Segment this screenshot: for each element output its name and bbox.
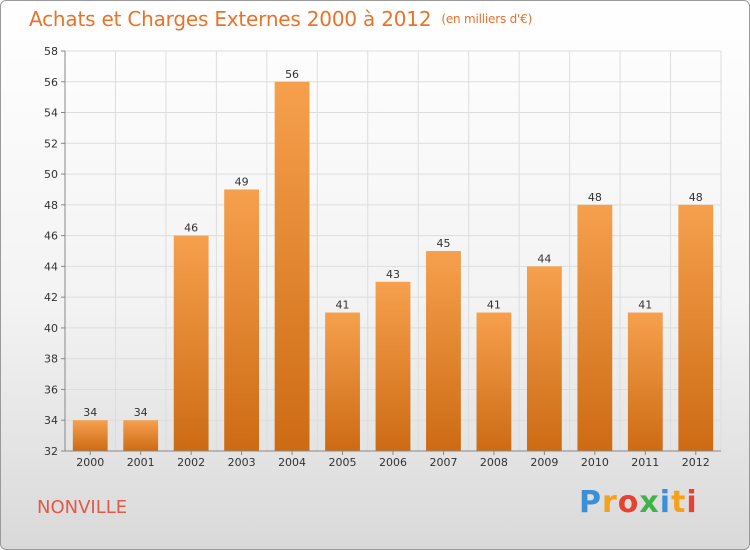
- logo-letter: o: [617, 485, 640, 520]
- x-tick-label: 2001: [127, 456, 155, 469]
- x-tick-label: 2007: [429, 456, 457, 469]
- proxiti-logo[interactable]: Proxiti: [579, 485, 698, 520]
- y-tick-label: 32: [44, 445, 58, 458]
- data-label: 49: [235, 175, 249, 188]
- data-label: 34: [83, 406, 97, 419]
- data-label: 34: [134, 406, 148, 419]
- y-tick-label: 40: [44, 322, 58, 335]
- logo-letter: i: [659, 485, 672, 520]
- y-tick-label: 36: [44, 383, 58, 396]
- bar: [426, 251, 461, 451]
- data-label: 41: [487, 299, 501, 312]
- bar: [375, 281, 411, 451]
- logo-letter: x: [639, 485, 660, 520]
- x-tick-label: 2012: [682, 456, 710, 469]
- data-label: 43: [386, 268, 400, 281]
- bar: [678, 204, 714, 451]
- bar: [476, 312, 512, 451]
- y-tick-label: 44: [44, 260, 58, 273]
- x-tick-label: 2006: [379, 456, 407, 469]
- data-label: 44: [537, 252, 551, 265]
- data-label: 48: [588, 191, 602, 204]
- bar: [123, 420, 159, 451]
- logo-letter: t: [671, 485, 687, 520]
- y-tick-label: 52: [44, 137, 58, 150]
- chart-title: Achats et Charges Externes 2000 à 2012 (e…: [29, 7, 532, 31]
- logo-letter: i: [686, 485, 698, 520]
- x-tick-label: 2008: [480, 456, 508, 469]
- x-tick-label: 2010: [581, 456, 609, 469]
- data-label: 41: [638, 299, 652, 312]
- bars: 34 34 46 49 56 41 43 45 41 44 48 41 48: [72, 68, 714, 452]
- data-label: 56: [285, 68, 299, 81]
- y-tick-label: 46: [44, 230, 58, 243]
- x-tick-label: 2004: [278, 456, 306, 469]
- x-tick-label: 2009: [530, 456, 558, 469]
- y-tick-label: 54: [44, 107, 58, 120]
- data-label: 45: [436, 237, 450, 250]
- bar: [173, 235, 209, 451]
- data-label: 48: [689, 191, 703, 204]
- bar: [577, 204, 613, 451]
- y-tick-label: 38: [44, 353, 58, 366]
- data-label: 41: [336, 299, 350, 312]
- y-tick-label: 58: [44, 45, 58, 58]
- y-tick-label: 56: [44, 76, 58, 89]
- chart-title-text: Achats et Charges Externes 2000 à 2012: [29, 7, 432, 31]
- axes: 32 34 36 38 40 42 44 46 48 50 52 54 56 58 2000 2001 2002…: [44, 45, 721, 469]
- x-tick-label: 2000: [76, 456, 104, 469]
- chart-subtitle: (en milliers d'€): [441, 12, 533, 26]
- x-tick-label: 2002: [177, 456, 205, 469]
- bar: [224, 189, 260, 451]
- bar: [627, 312, 663, 451]
- bar: [72, 420, 108, 451]
- y-tick-label: 48: [44, 199, 58, 212]
- x-tick-label: 2005: [329, 456, 357, 469]
- data-label: 46: [184, 222, 198, 235]
- city-name: NONVILLE: [37, 497, 128, 518]
- x-tick-label: 2011: [631, 456, 659, 469]
- bar: [325, 312, 360, 451]
- bar: [274, 81, 310, 452]
- y-tick-label: 34: [44, 414, 58, 427]
- logo-letter: r: [602, 485, 618, 520]
- y-tick-label: 50: [44, 168, 58, 181]
- x-tick-label: 2003: [228, 456, 256, 469]
- bar: [526, 266, 562, 451]
- y-tick-label: 42: [44, 291, 58, 304]
- logo-letter: P: [579, 485, 602, 520]
